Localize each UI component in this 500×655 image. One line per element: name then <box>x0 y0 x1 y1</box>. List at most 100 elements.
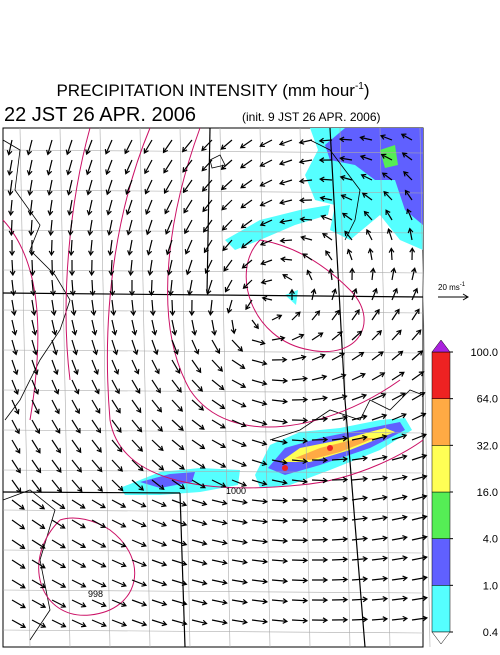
wind-arrow <box>279 237 293 244</box>
wind-arrow <box>146 239 153 256</box>
wind-arrow <box>411 371 425 381</box>
wind-arrow <box>191 379 204 392</box>
wind-arrow <box>204 259 213 275</box>
wind-arrow <box>291 478 309 485</box>
wind-unit: 20 ms <box>438 283 460 292</box>
wind-arrow <box>391 615 409 622</box>
wind-arrow <box>147 259 154 276</box>
wind-arrow <box>391 329 402 341</box>
wind-arrow <box>167 279 174 297</box>
wind-arrow <box>331 435 349 442</box>
wind-arrow <box>51 559 67 569</box>
wind-arrow <box>107 239 114 257</box>
wind-arrow <box>91 399 101 414</box>
wind-arrow <box>31 339 38 356</box>
wind-arrow <box>261 295 273 302</box>
wind-arrow <box>371 392 387 401</box>
wind-arrow <box>391 287 398 301</box>
wind-arrow <box>111 539 127 548</box>
wind-arrow <box>411 595 428 602</box>
wind-arrow <box>220 159 233 171</box>
wind-arrow <box>163 159 173 174</box>
wind-arrow <box>411 392 426 401</box>
wind-arrow <box>171 319 178 336</box>
wind-arrow <box>251 379 268 386</box>
wind-arrow <box>30 279 37 297</box>
wind-arrow <box>91 499 106 509</box>
wind-arrow <box>231 339 244 352</box>
wind-arrow <box>31 599 47 608</box>
wind-arrow <box>91 439 102 453</box>
wind-arrow <box>211 479 227 488</box>
wind-arrow <box>298 139 313 145</box>
wind-arrow <box>91 519 107 528</box>
wind-arrow <box>271 377 289 384</box>
wind-arrow <box>182 159 193 173</box>
wind-arrow <box>66 159 73 176</box>
wind-arrow <box>380 153 393 161</box>
wind-arrow <box>271 479 288 486</box>
wind-arrow <box>151 439 164 452</box>
wind-arrow <box>351 556 369 562</box>
wind-arrow <box>71 439 82 454</box>
wind-arrow <box>131 339 139 356</box>
wind-arrow <box>391 494 408 501</box>
map-grid-line <box>2 149 424 154</box>
wind-arrow <box>108 259 115 277</box>
wind-arrow <box>191 539 208 546</box>
wind-arrow <box>51 399 60 415</box>
wind-arrow <box>86 199 93 216</box>
wind-arrow <box>282 274 293 281</box>
wind-arrow <box>91 479 103 492</box>
wind-arrow <box>211 339 221 355</box>
wind-arrow <box>211 599 228 606</box>
wind-arrow <box>131 519 147 528</box>
map-grid-line <box>2 189 424 194</box>
wind-arrow <box>188 299 195 317</box>
wind-arrow <box>221 199 233 211</box>
wind-arrow <box>191 359 202 374</box>
map-grid-line <box>99 127 111 648</box>
wind-arrow <box>171 519 188 527</box>
wind-arrow <box>7 159 13 176</box>
wind-arrow <box>278 159 293 166</box>
wind-arrow <box>144 179 153 195</box>
precip-core <box>282 465 288 471</box>
wind-arrow <box>391 392 406 401</box>
wind-arrow <box>388 247 395 261</box>
wind-arrow <box>331 596 349 603</box>
wind-arrow <box>306 269 313 281</box>
wind-arrow <box>6 139 13 156</box>
wind-arrow <box>131 399 142 414</box>
wind-arrow <box>51 459 62 474</box>
wind-arrow <box>169 299 176 317</box>
wind-arrow <box>271 537 289 544</box>
wind-arrow <box>151 599 168 607</box>
wind-arrow <box>391 350 404 361</box>
wind-arrow <box>351 351 365 361</box>
wind-arrow <box>131 599 148 607</box>
wind-arrow <box>31 359 39 376</box>
wind-arrow <box>111 559 127 568</box>
wind-arrow <box>231 359 246 369</box>
wind-arrow <box>351 434 368 441</box>
wind-exponent: -1 <box>460 282 466 288</box>
wind-arrow <box>351 330 363 341</box>
wind-arrow <box>8 219 15 237</box>
wind-arrow <box>201 139 213 152</box>
wind-arrow <box>291 517 309 524</box>
wind-arrow <box>230 319 237 335</box>
wind-arrow <box>191 559 208 566</box>
wind-arrow <box>50 299 57 316</box>
wind-arrow <box>171 499 188 507</box>
wind-arrow <box>191 459 206 469</box>
wind-arrow <box>291 375 309 382</box>
wind-arrow <box>319 176 333 183</box>
wind-arrow <box>351 495 368 502</box>
wind-arrow <box>359 135 373 142</box>
colorbar-label: 32.0 <box>477 440 498 452</box>
wind-arrow <box>165 239 173 256</box>
wind-arrow <box>66 179 73 196</box>
wind-arrow <box>143 139 153 154</box>
wind-arrow <box>211 499 228 506</box>
